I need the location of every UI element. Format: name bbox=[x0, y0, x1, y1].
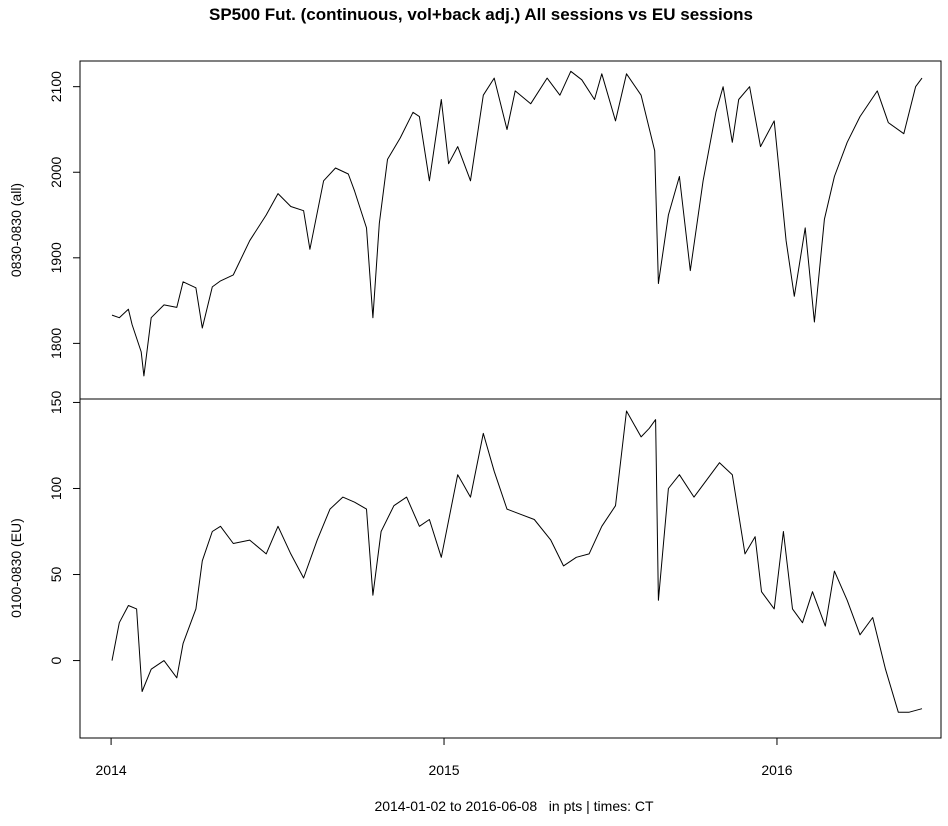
y-tick-label: 1800 bbox=[48, 328, 64, 359]
y-tick-label: 1900 bbox=[48, 242, 64, 273]
y-axis-label-eu: 0100-0830 (EU) bbox=[8, 518, 24, 618]
chart-title: SP500 Fut. (continuous, vol+back adj.) A… bbox=[209, 5, 753, 24]
series-line-eu-sessions bbox=[111, 410, 923, 713]
x-axis-label: 2014-01-02 to 2016-06-08 in pts | times:… bbox=[374, 798, 654, 814]
y-tick-label: 2100 bbox=[48, 71, 64, 102]
y-tick-label: 50 bbox=[48, 567, 64, 583]
x-tick-label: 2015 bbox=[428, 762, 459, 778]
y-tick-label: 0 bbox=[48, 656, 64, 664]
y-ticks-bottom: 0 50 100 150 bbox=[48, 391, 80, 664]
y-ticks-top: 1800 1900 2000 2100 bbox=[48, 71, 80, 359]
series-line-all-sessions bbox=[111, 70, 923, 377]
plot-frame-bottom bbox=[79, 398, 942, 739]
x-tick-label: 2014 bbox=[96, 762, 127, 778]
y-tick-label: 100 bbox=[48, 477, 64, 501]
y-tick-label: 150 bbox=[48, 391, 64, 415]
x-tick-label: 2016 bbox=[761, 762, 792, 778]
x-ticks: 2014 2015 2016 bbox=[96, 737, 793, 778]
y-axis-label-all: 0830-0830 (all) bbox=[8, 183, 24, 277]
panel-all-sessions: 0830-0830 (all) 1800 1900 2000 2100 bbox=[8, 60, 942, 400]
y-tick-label: 2000 bbox=[48, 156, 64, 187]
panel-eu-sessions: 0100-0830 (EU) 0 50 100 150 bbox=[8, 391, 942, 739]
